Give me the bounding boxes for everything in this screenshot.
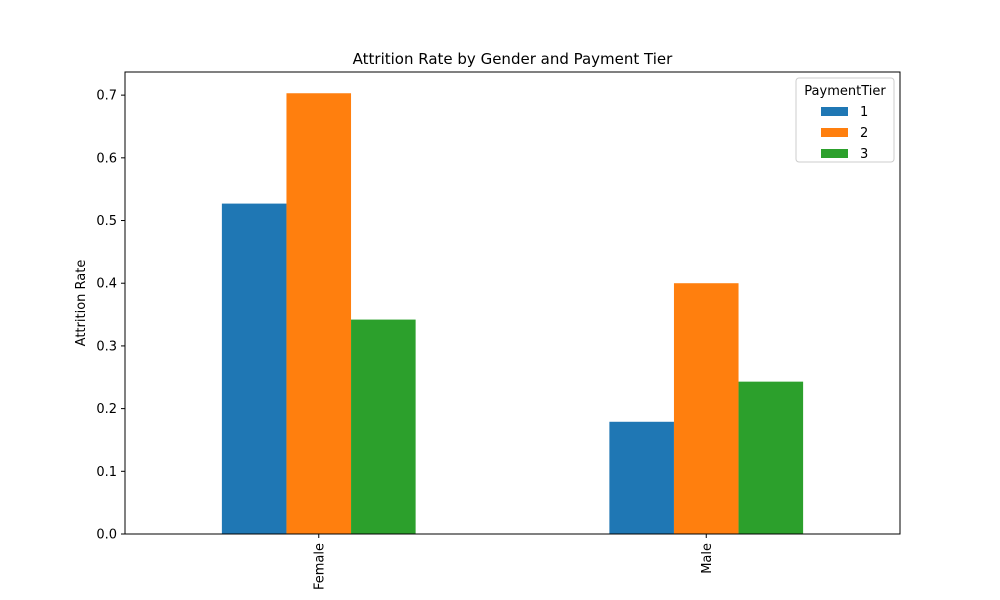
legend-swatch-tier-1 — [821, 107, 848, 116]
y-axis-label: Attrition Rate — [74, 260, 89, 347]
bar-female-tier-3 — [351, 319, 416, 534]
chart-title: Attrition Rate by Gender and Payment Tie… — [353, 50, 673, 68]
legend: PaymentTier 1 2 3 — [795, 77, 895, 163]
bar-female-tier-2 — [286, 93, 352, 534]
legend-swatch-tier-2 — [821, 128, 848, 137]
legend-box — [795, 77, 895, 163]
bar-male-tier-2 — [673, 283, 739, 534]
plot-area: 0.0 0.1 0.2 0.3 0.4 0.5 0.6 0.7 Female Male Paymen… — [96, 71, 901, 590]
bar-female-tier-1 — [221, 203, 287, 534]
y-tick-label: 0.4 — [96, 277, 117, 292]
bar-male-tier-1 — [609, 421, 674, 534]
y-tick-label: 0.5 — [96, 214, 117, 229]
axes-frame — [124, 71, 901, 535]
y-tick-label: 0.6 — [96, 151, 117, 166]
legend-title: PaymentTier — [804, 84, 886, 99]
x-tick-label-male: Male — [700, 543, 715, 574]
legend-swatch-tier-3 — [821, 149, 848, 158]
y-tick-label: 0.1 — [96, 465, 117, 480]
y-tick-label: 0.3 — [96, 339, 117, 354]
legend-label-tier-1: 1 — [860, 105, 868, 120]
y-tick-label: 0.2 — [96, 402, 117, 417]
bar-male-tier-3 — [738, 381, 804, 534]
y-tick-label: 0.7 — [96, 89, 117, 104]
legend-label-tier-2: 2 — [860, 126, 868, 141]
x-tick-label-female: Female — [312, 543, 327, 590]
y-tick-label: 0.0 — [96, 528, 117, 543]
legend-label-tier-3: 3 — [860, 147, 868, 162]
